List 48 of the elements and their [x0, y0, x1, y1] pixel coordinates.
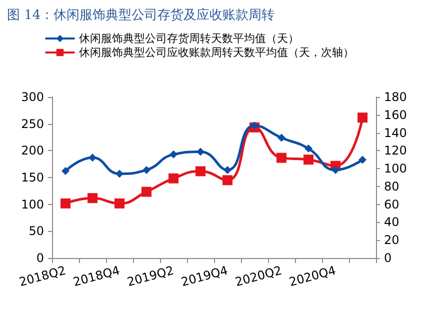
x-tick-label: 2019Q2: [126, 263, 176, 290]
legend-label: 休闲服饰典型公司存货周转天数平均值（天）: [79, 32, 299, 45]
y-tick-label: 300: [21, 90, 44, 104]
y2-tick-label: 180: [384, 90, 407, 104]
point: [224, 166, 232, 174]
legend-label: 休闲服饰典型公司应收账款周转天数平均值（天，次轴）: [79, 46, 354, 59]
point: [60, 198, 70, 208]
y-tick-label: 50: [28, 224, 44, 238]
point: [358, 156, 366, 164]
point: [196, 166, 206, 176]
point: [358, 112, 368, 123]
x-tick-label: 2018Q4: [72, 263, 122, 290]
point: [114, 198, 124, 208]
point: [332, 166, 340, 174]
x-tick-label: 2018Q2: [18, 263, 68, 290]
point: [250, 121, 258, 130]
y2-tick-label: 100: [384, 162, 407, 176]
point: [88, 154, 96, 162]
y-tick-label: 150: [21, 170, 44, 184]
y2-tick-label: 20: [384, 233, 400, 248]
point: [304, 154, 314, 165]
y2-tick-label: 60: [384, 197, 400, 212]
point: [116, 170, 124, 178]
y-tick-label: 0: [36, 251, 44, 265]
point: [170, 150, 178, 158]
y-tick-label: 100: [21, 197, 44, 212]
x-tick-label: 2019Q4: [180, 263, 230, 290]
point: [88, 193, 98, 204]
x-tick-label: 2020Q2: [234, 263, 284, 290]
y2-tick-label: 120: [384, 144, 407, 158]
point: [276, 152, 286, 163]
y-tick-label: 200: [21, 144, 44, 158]
x-tick-label: 2020Q4: [288, 263, 338, 290]
point: [304, 144, 312, 153]
y2-tick-label: 140: [384, 126, 407, 140]
point: [278, 134, 286, 142]
y2-tick-label: 160: [384, 108, 407, 122]
y2-tick-label: 0: [384, 251, 392, 265]
chart-title: 图 14：休闲服饰典型公司存货及应收账款周转: [7, 7, 275, 23]
y2-tick-label: 40: [384, 215, 400, 230]
point: [142, 166, 150, 174]
y-tick-label: 250: [21, 116, 44, 131]
point: [222, 175, 232, 186]
y2-tick-label: 80: [384, 179, 400, 194]
point: [168, 173, 178, 184]
point: [62, 167, 70, 176]
point: [142, 186, 152, 197]
point: [196, 148, 204, 156]
